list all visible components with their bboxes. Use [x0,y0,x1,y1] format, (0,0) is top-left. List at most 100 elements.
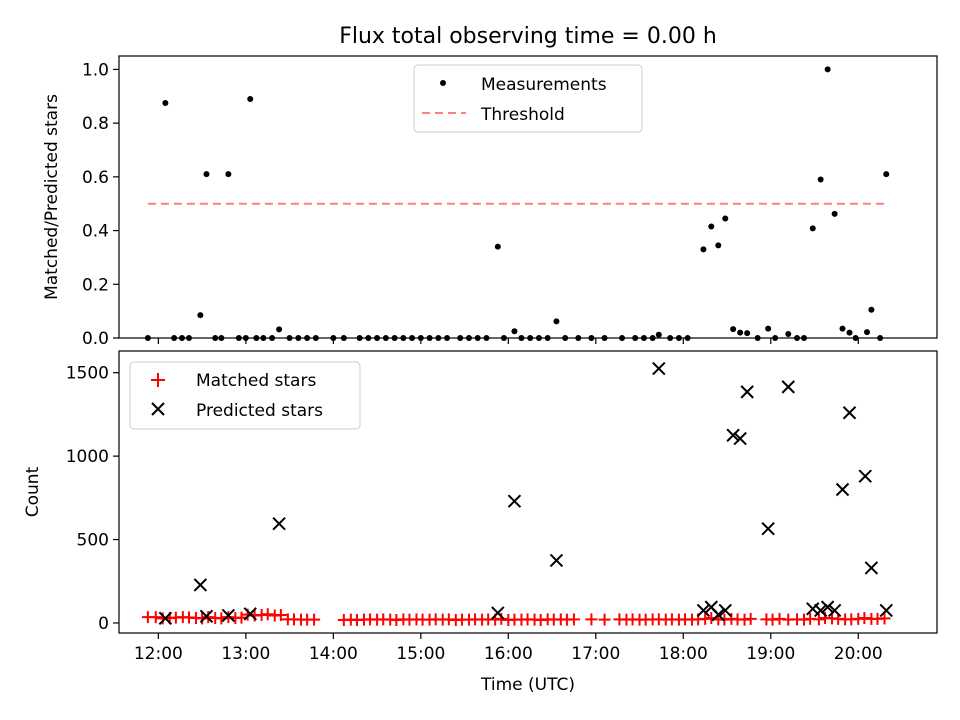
x-tick-label: 12:00 [134,644,183,664]
matched-stars-point [878,612,891,625]
measurement-point [809,225,816,232]
measurement-point [203,171,210,178]
matched-stars-point [495,612,508,625]
bottom-legend-box [129,361,361,430]
measurement-point [831,210,838,217]
legend-predicted-marker [151,402,165,416]
y-tick-label: 0.6 [82,168,109,188]
measurement-point [247,95,254,102]
matched-stars-point [585,613,598,626]
top-legend: Measurements Threshold [413,64,643,133]
bottom-plot-frame [118,350,938,634]
measurement-point [817,176,824,183]
predicted-stars-point [733,431,747,446]
measurement-point [655,331,662,338]
matched-stars-point [261,608,274,621]
predicted-stars-point [507,494,522,508]
bottom-legend: Matched stars Predicted stars [129,361,361,430]
top-y-ticks: 0.0 0.2 0.4 0.6 0.8 1.0 [82,60,119,349]
bottom-y-ticks: 0 500 1000 1500 [66,364,119,634]
measurement-point [824,66,831,73]
measurement-point [785,330,792,337]
bottom-x-ticks: 12:00 13:00 14:00 15:00 16:00 17:00 18:00 19:00… [134,633,883,664]
measurement-point [700,246,707,253]
matched-stars-point [274,608,287,621]
y-tick-label: 0.2 [82,275,109,295]
measurement-point [846,329,853,336]
y-tick-label: 0.8 [82,114,109,134]
matched-stars-point [812,613,825,626]
legend-measurements-marker [440,80,446,86]
predicted-stars-point [740,385,754,399]
predicted-stars-point [158,611,173,626]
measurement-point [883,171,890,178]
measurement-point [868,306,875,313]
legend-measurements-label: Measurements [481,75,607,95]
predicted-stars-point [199,609,214,624]
matched-stars-point [567,613,580,626]
x-tick-label: 14:00 [309,644,358,664]
matched-stars-point [744,612,757,625]
measurement-point [276,326,283,333]
y-tick-label: 1500 [66,364,109,384]
top-y-axis-label: Matched/Predicted stars [42,94,62,300]
predicted-stars-point [711,607,725,622]
measurement-point [730,326,737,333]
legend-matched-label: Matched stars [196,371,316,391]
measurement-point [839,325,846,332]
measurement-point [162,100,169,106]
x-tick-label: 16:00 [484,644,533,664]
chart-title: Flux total observing time = 0.00 h [339,24,717,49]
measurement-point [553,318,560,325]
predicted-stars-point [820,600,835,614]
x-tick-label: 15:00 [396,644,445,664]
predicted-stars-point [243,607,257,621]
predicted-stars-point [781,380,795,394]
measurement-point [225,171,232,178]
matched-stars-point [196,612,209,625]
measurement-point [511,328,518,335]
predicted-stars-point [806,602,820,616]
top-legend-box [413,64,643,133]
top-panel: 0.0 0.2 0.4 0.6 0.8 1.0 Matched/Predicted sta… [42,55,938,349]
measurement-point [494,243,501,250]
y-tick-label: 0.0 [82,329,109,349]
measurement-point [864,329,871,336]
y-tick-label: 0 [98,614,109,634]
legend-threshold-label: Threshold [480,105,565,125]
predicted-stars-point [718,603,732,618]
measurement-point [715,242,722,249]
x-tick-label: 13:00 [221,644,270,664]
predicted-stars-point [549,553,564,568]
predicted-stars-point [835,482,850,497]
x-tick-label: 19:00 [746,644,795,664]
predicted-stars-point [827,603,842,618]
predicted-stars-point [652,361,666,376]
predicted-stars-point [813,603,828,618]
y-tick-label: 0.4 [82,222,109,242]
top-plot-frame [118,55,938,339]
matched-stars-point [308,613,321,626]
matched-stars-point [598,613,611,626]
matched-stars-point [149,611,162,624]
predicted-stars-point [221,608,236,623]
top-x-ticks [157,338,859,344]
measurement-point [722,215,729,222]
x-tick-label: 17:00 [571,644,620,664]
predicted-stars-point [761,522,775,536]
predicted-stars-point [272,516,286,531]
y-tick-label: 1.0 [82,60,109,80]
predicted-stars-point [726,428,740,442]
y-tick-label: 500 [77,531,109,551]
x-tick-label: 20:00 [834,644,883,664]
measurement-point [197,312,204,319]
measurement-point [744,330,751,337]
predicted-stars-point [842,406,857,420]
y-tick-label: 1000 [66,447,109,467]
measurement-point [765,325,772,332]
bottom-y-axis-label: Count [23,466,43,517]
predicted-stars-point [491,606,505,620]
legend-matched-marker [151,373,165,387]
bottom-plot-marks [141,361,893,626]
